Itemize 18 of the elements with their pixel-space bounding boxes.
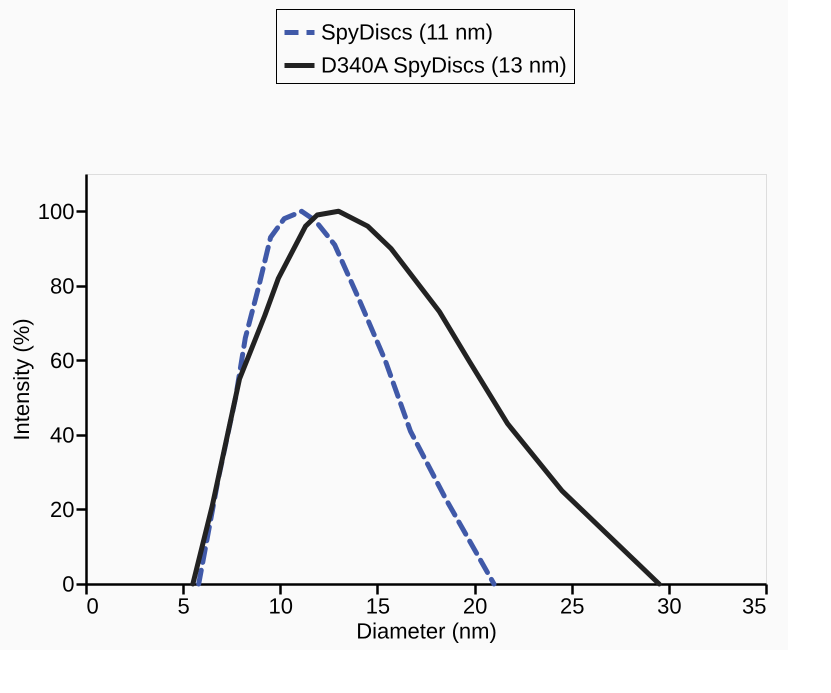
- y-tick-label: 20: [50, 496, 74, 522]
- y-axis-title: Intensity (%): [8, 318, 34, 441]
- legend-label: D340A SpyDiscs (13 nm): [321, 52, 567, 78]
- y-tick-label: 100: [38, 198, 74, 224]
- x-axis-title: Diameter (nm): [356, 618, 497, 644]
- y-tick-label: 0: [62, 572, 74, 596]
- x-tick-label: 30: [657, 594, 682, 618]
- y-tick-label: 40: [50, 422, 74, 448]
- x-tick-label: 20: [462, 594, 488, 618]
- y-tick-label: 60: [50, 348, 74, 373]
- x-tick-label: 5: [178, 594, 190, 618]
- x-tick-label: 0: [86, 594, 99, 618]
- x-tick-label: 15: [366, 594, 390, 618]
- x-tick-label: 10: [268, 594, 294, 618]
- x-tick-label: 35: [742, 594, 766, 618]
- y-tick-label: 80: [50, 273, 74, 298]
- legend-label: SpyDiscs (11 nm): [321, 20, 493, 44]
- x-tick-label: 25: [560, 594, 584, 618]
